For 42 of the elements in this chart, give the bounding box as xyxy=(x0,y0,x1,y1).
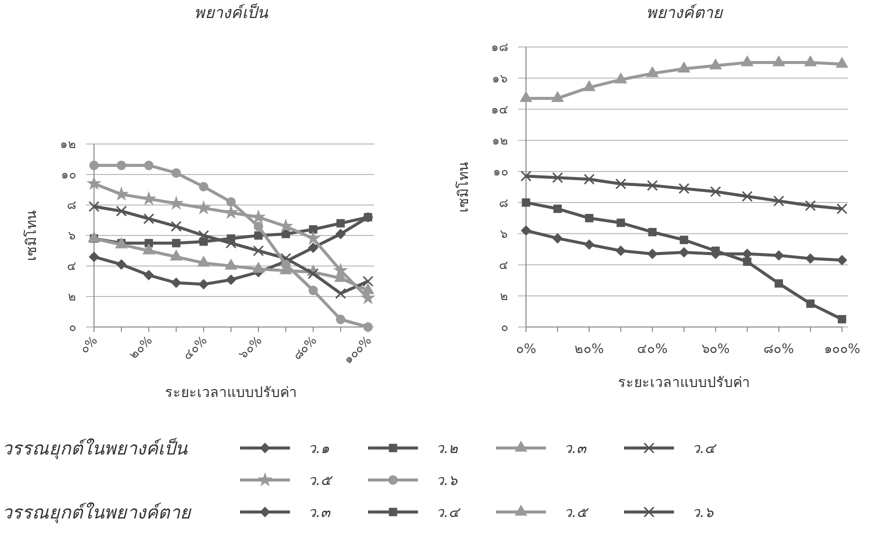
y-tick-label: ๐ xyxy=(69,320,76,334)
x-tick-label: ๐% xyxy=(516,342,536,357)
y-tick-label: ๑๐ xyxy=(493,164,508,179)
y-tick-label: ๘ xyxy=(67,198,76,212)
y-tick-label: ๒ xyxy=(68,290,76,304)
legend-label: ว.๓ xyxy=(564,440,588,457)
y-tick-label: ๘ xyxy=(499,196,508,210)
legend-label: ว.๔ xyxy=(436,504,462,521)
y-tick-label: ๑๖ xyxy=(492,71,508,86)
y-tick-label: ๔ xyxy=(499,258,508,272)
legend-label: ว.๕ xyxy=(308,472,334,489)
y-tick-label: ๑๔ xyxy=(491,102,508,116)
y-tick-label: ๑๒ xyxy=(492,134,508,148)
chart-title: พยางค์ตาย xyxy=(646,3,724,22)
chart-title: พยางค์เป็น xyxy=(194,3,269,22)
y-tick-label: ๑๘ xyxy=(491,40,508,54)
x-axis-title: ระยะเวลาแบบปรับค่า xyxy=(618,375,750,391)
y-tick-label: ๖ xyxy=(68,228,76,243)
legend-label: ว.๕ xyxy=(564,504,590,521)
x-tick-label: ๑๐๐% xyxy=(824,342,860,357)
x-axis-title: ระยะเวลาแบบปรับค่า xyxy=(165,385,297,401)
y-tick-label: ๑๒ xyxy=(60,137,76,152)
legend-title: วรรณยุกต์ในพยางค์ตาย xyxy=(2,501,192,524)
legend-label: ว.๑ xyxy=(308,440,330,457)
x-tick-label: ๒๐% xyxy=(574,342,604,357)
legend-label: ว.๖ xyxy=(436,472,458,489)
legend-label: ว.๒ xyxy=(436,440,458,457)
x-tick-label: ๐% xyxy=(77,333,100,356)
legend-label: ว.๖ xyxy=(692,504,714,521)
x-tick-label: ๔๐% xyxy=(637,342,668,357)
legend-title: วรรณยุกต์ในพยางค์เป็น xyxy=(2,437,188,460)
x-tick-label: ๖๐% xyxy=(701,342,730,357)
x-tick-label: ๘๐% xyxy=(764,342,794,357)
y-tick-label: ๖ xyxy=(500,226,508,241)
y-tick-label: ๐ xyxy=(501,320,508,334)
y-tick-label: ๔ xyxy=(67,259,76,274)
y-axis-title: เซมิโทน xyxy=(455,162,472,212)
y-axis-title: เซมิโทน xyxy=(23,210,40,261)
legend-label: ว.๔ xyxy=(692,440,718,457)
y-tick-label: ๒ xyxy=(500,289,508,304)
y-tick-label: ๑๐ xyxy=(61,168,76,182)
legend-label: ว.๓ xyxy=(308,504,332,521)
